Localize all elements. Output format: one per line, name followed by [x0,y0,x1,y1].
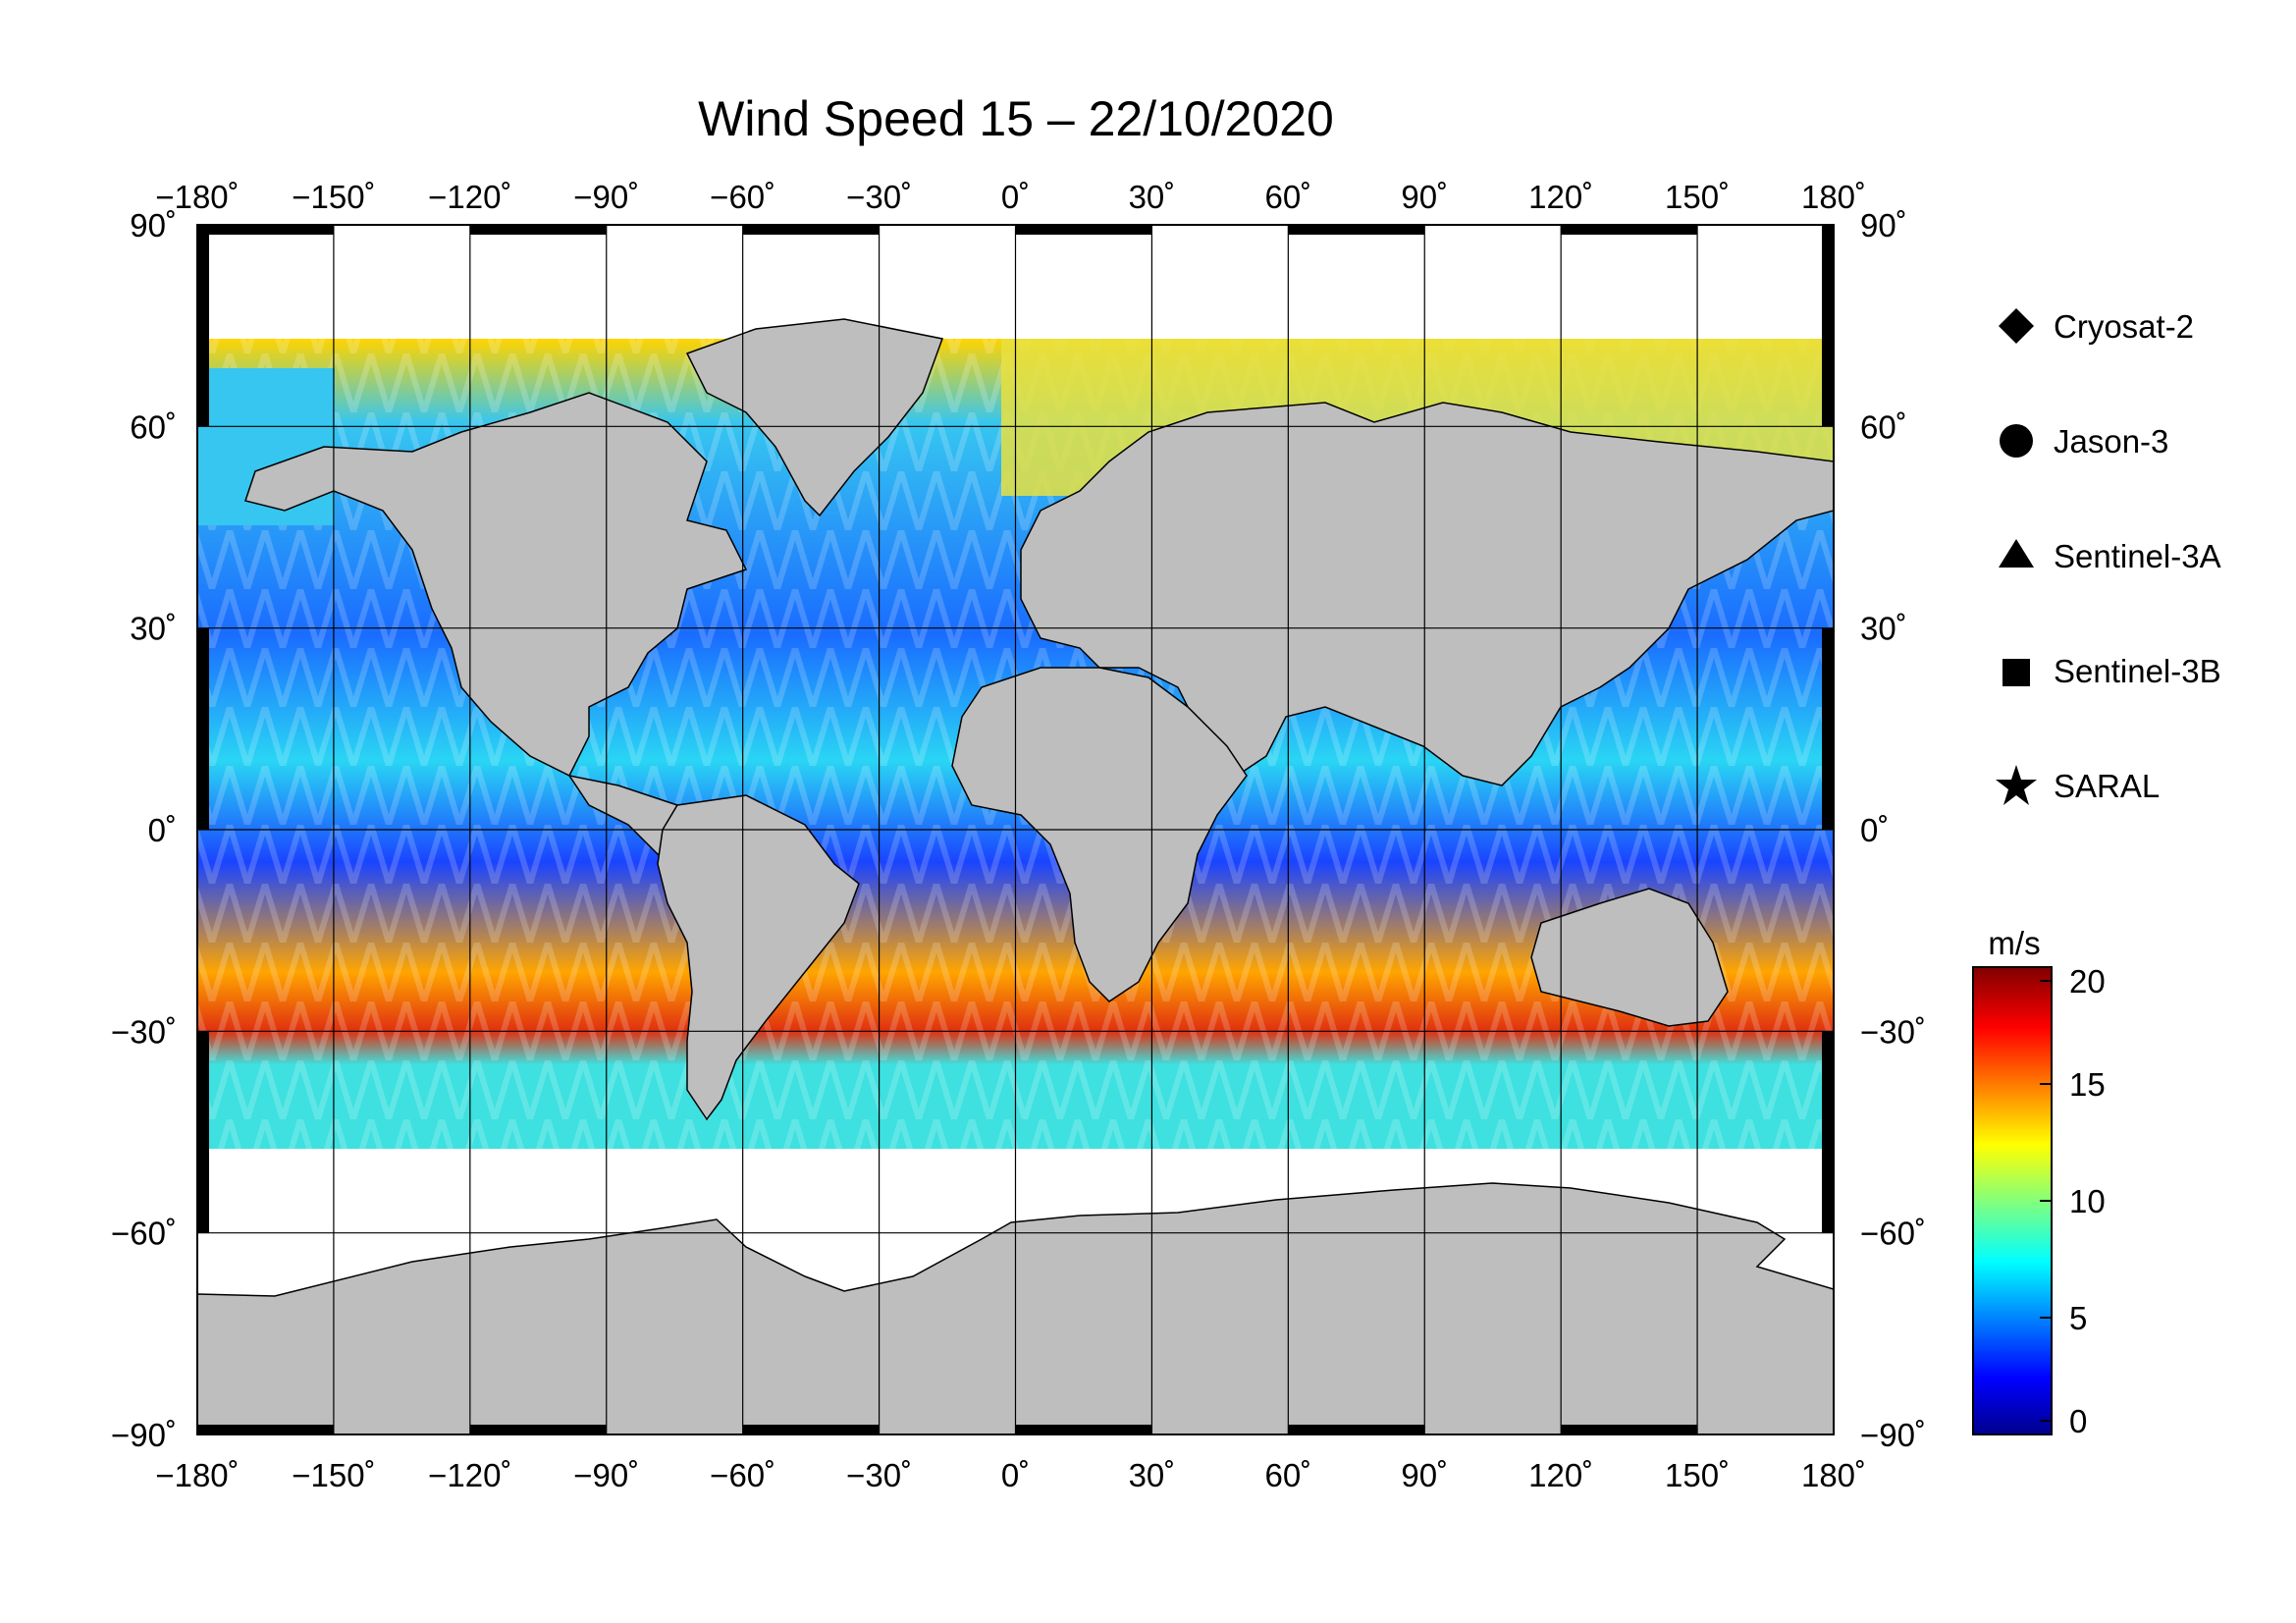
lon-tick-label: 0˚ [1001,179,1030,215]
lon-tick-label: 60˚ [1264,1457,1311,1493]
frame-bar-left [197,225,209,427]
lon-tick-label: 180˚ [1801,1457,1866,1493]
colorbar-tick-label: 15 [2069,1066,2106,1103]
frame-bar-top [1288,225,1425,235]
colorbar-tick-label: 10 [2069,1183,2106,1219]
legend-item-saral: SARAL [1996,765,2160,805]
legend-item-sentinel-3b: Sentinel-3B [2002,653,2221,689]
lat-tick-label: 0˚ [148,812,177,848]
lon-tick-label: 150˚ [1665,1457,1730,1493]
lon-tick-label: 60˚ [1264,179,1311,215]
frame-bar-right [1822,225,1834,427]
lon-tick-label: 0˚ [1001,1457,1030,1493]
colorbar-tick-label: 0 [2069,1403,2087,1439]
lat-tick-label: 60˚ [130,408,177,445]
frame-bar-bottom [197,1425,334,1434]
lat-tick-label: 90˚ [1860,207,1907,243]
colorbar-tick-label: 5 [2069,1300,2087,1336]
frame-bar-top [1561,225,1698,235]
diamond-icon [1999,308,2034,344]
lat-tick-label: 0˚ [1860,812,1889,848]
legend-item-cryosat-2: Cryosat-2 [1999,308,2194,345]
lon-ticks-bottom: −180˚ −150˚ −120˚ −90˚ −60˚ −30˚ 0˚ 30˚ 60˚ 90˚ 12… [155,1457,1866,1493]
lon-ticks-top: −180˚ −150˚ −120˚ −90˚ −60˚ −30˚ 0˚ 30˚ 60˚ 90˚ 12… [155,179,1866,215]
colorbar-ticks: 20 15 10 5 0 [2040,963,2106,1439]
lon-tick-label: 30˚ [1129,179,1176,215]
lat-tick-label: −90˚ [111,1417,177,1453]
graticule [197,225,1834,1434]
square-icon [2002,659,2030,686]
lon-tick-label: −30˚ [846,179,912,215]
lat-tick-label: −30˚ [111,1013,177,1050]
lon-tick-label: 120˚ [1528,179,1593,215]
frame-bar-bottom [469,1425,607,1434]
lat-tick-label: −60˚ [111,1216,177,1252]
lat-tick-label: −60˚ [1860,1216,1926,1252]
page-title: Wind Speed 15 – 22/10/2020 [698,91,1334,146]
colorbar-tick-label: 20 [2069,963,2106,1000]
lon-tick-label: 150˚ [1665,179,1730,215]
lon-tick-label: −30˚ [846,1457,912,1493]
frame-bar-bottom [1288,1425,1425,1434]
lat-tick-label: 90˚ [130,207,177,243]
colorbar-unit: m/s [1988,925,2040,961]
frame-bar-top [1015,225,1152,235]
legend-label-sentinel-3b: Sentinel-3B [2054,653,2221,689]
frame-bar-bottom [742,1425,880,1434]
frame-bar-top [742,225,880,235]
star-icon [1996,765,2037,805]
lon-tick-label: −120˚ [428,1457,511,1493]
satellite-legend: Cryosat-2 Jason-3 Sentinel-3A Sentinel-3… [1996,308,2221,805]
australia-landmass [1530,888,1729,1027]
legend-label-jason-3: Jason-3 [2054,423,2168,460]
lon-tick-label: −90˚ [573,179,639,215]
lon-tick-label: −60˚ [710,179,775,215]
legend-label-saral: SARAL [2054,768,2160,804]
lat-tick-label: 60˚ [1860,408,1907,445]
legend-label-sentinel-3a: Sentinel-3A [2054,538,2221,574]
lon-tick-label: −120˚ [428,179,511,215]
colorbar: m/s 20 15 10 5 0 [1972,925,2106,1439]
lat-tick-label: 30˚ [1860,611,1907,647]
frame-bar-bottom [1015,1425,1152,1434]
south-america-landmass [657,794,860,1121]
frame-bar-bottom [1561,1425,1698,1434]
legend-item-jason-3: Jason-3 [2000,423,2168,460]
lat-ticks-left: 90˚ 60˚ 30˚ 0˚ −30˚ −60˚ −90˚ [111,207,177,1453]
lon-tick-label: −150˚ [292,179,375,215]
lat-tick-label: 30˚ [130,611,177,647]
lat-tick-label: −90˚ [1860,1417,1926,1453]
frame-bar-left [197,1031,209,1233]
lon-tick-label: 90˚ [1401,1457,1448,1493]
frame-bar-top [197,225,334,235]
legend-item-sentinel-3a: Sentinel-3A [1999,538,2221,574]
triangle-icon [1999,539,2034,568]
lon-tick-label: −150˚ [292,1457,375,1493]
lon-tick-label: 90˚ [1401,179,1448,215]
lat-ticks-right: 90˚ 60˚ 30˚ 0˚ −30˚ −60˚ −90˚ [1860,207,1926,1453]
map-frame-bars [197,225,1834,1434]
circle-icon [2000,424,2033,458]
lon-tick-label: 30˚ [1129,1457,1176,1493]
lon-tick-label: −90˚ [573,1457,639,1493]
lat-tick-label: −30˚ [1860,1013,1926,1050]
lon-tick-label: −180˚ [155,1457,239,1493]
lon-tick-label: −180˚ [155,179,239,215]
legend-label-cryosat-2: Cryosat-2 [2054,308,2194,345]
lon-tick-label: 180˚ [1801,179,1866,215]
frame-bar-top [469,225,607,235]
frame-bar-right [1822,627,1834,830]
colorbar-gradient [1972,966,2053,1435]
lon-tick-label: 120˚ [1528,1457,1593,1493]
frame-bar-left [197,627,209,830]
africa-landmass [951,667,1248,1002]
frame-bar-right [1822,1031,1834,1233]
lon-tick-label: −60˚ [710,1457,775,1493]
north-america-landmass [244,392,748,855]
